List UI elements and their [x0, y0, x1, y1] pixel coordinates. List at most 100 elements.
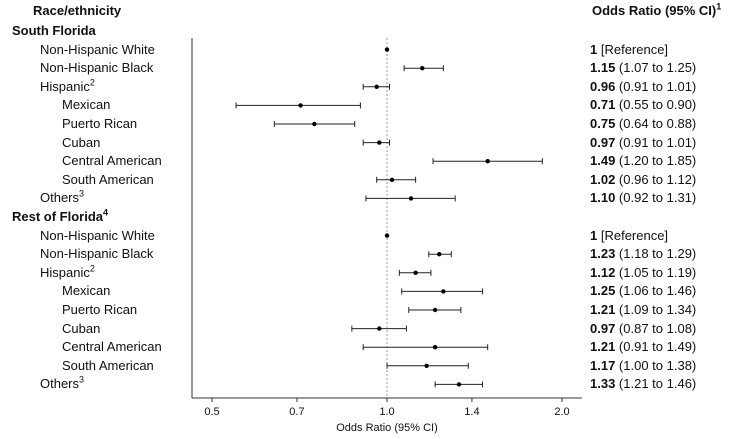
row-label: Cuban — [62, 321, 100, 337]
odds-ratio-value: 1.12 (1.05 to 1.19) — [590, 265, 696, 281]
x-axis-label: Odds Ratio (95% CI) — [336, 422, 437, 434]
row-label: Puerto Rican — [62, 116, 137, 132]
row-label: Puerto Rican — [62, 302, 137, 318]
odds-ratio-header: Odds Ratio (95% CI)1 — [592, 1, 722, 18]
x-tick-label: 0.5 — [204, 406, 219, 418]
point-estimate — [312, 121, 317, 127]
point-estimate — [432, 345, 438, 350]
point-estimate — [432, 307, 438, 313]
odds-ratio-ci: (1.06 to 1.46) — [615, 283, 697, 299]
odds-ratio-estimate: 1.49 — [590, 153, 616, 169]
odds-ratio-estimate: 0.75 — [590, 116, 616, 131]
row-label-text: Cuban — [62, 320, 101, 336]
row-label-text: Puerto Rican — [62, 116, 138, 131]
row-label: Central American — [62, 339, 162, 355]
odds-ratio-header-text: Odds Ratio (95% CI) — [592, 3, 717, 18]
row-label-text: Central American — [62, 339, 162, 355]
row-label-text: Cuban — [62, 134, 101, 150]
row-label: Others3 — [40, 190, 84, 206]
row-label-text: Non-Hispanic Black — [40, 246, 154, 262]
odds-ratio-estimate: 1.12 — [590, 264, 616, 280]
row-label-footnote: 4 — [103, 207, 109, 218]
odds-ratio-value: 1.15 (1.07 to 1.25) — [590, 60, 696, 76]
row-label: Central American — [62, 153, 162, 169]
odds-ratio-ci: (0.87 to 1.08) — [615, 320, 697, 336]
x-tick-label: 2.0 — [554, 406, 569, 418]
row-label-text: Rest of Florida — [12, 209, 104, 224]
row-label-text: Mexican — [62, 97, 111, 113]
odds-ratio-ci: (1.21 to 1.46) — [615, 376, 697, 392]
odds-ratio-value: 0.97 (0.87 to 1.08) — [590, 321, 696, 337]
row-label-text: Mexican — [62, 283, 111, 299]
point-estimate — [377, 326, 382, 331]
point-estimate — [413, 270, 418, 275]
x-tick-label: 0.7 — [289, 406, 304, 418]
odds-ratio-estimate: 1.17 — [590, 357, 616, 373]
row-label: Mexican — [62, 283, 110, 299]
point-estimate — [424, 363, 429, 368]
point-estimate — [377, 140, 382, 145]
row-label-text: Non-Hispanic Black — [40, 60, 154, 76]
odds-ratio-value: 1 [Reference] — [590, 42, 668, 58]
odds-ratio-value: 1.02 (0.96 to 1.12) — [590, 172, 696, 188]
odds-ratio-value: 1.21 (0.91 to 1.49) — [590, 339, 696, 355]
race-ethnicity-header: Race/ethnicity — [33, 3, 121, 18]
odds-ratio-value: 1.25 (1.06 to 1.46) — [590, 283, 696, 299]
row-label: South American — [62, 172, 154, 188]
row-label-footnote: 2 — [89, 263, 95, 274]
row-label-text: Hispanic — [40, 264, 90, 280]
odds-ratio-ci: (1.20 to 1.85) — [615, 153, 697, 169]
row-label: Hispanic2 — [40, 77, 95, 95]
odds-ratio-estimate: 0.96 — [590, 78, 616, 94]
odds-ratio-estimate: 1 — [590, 227, 598, 243]
odds-ratio-estimate: 1 — [590, 41, 598, 57]
odds-ratio-estimate: 1.15 — [590, 60, 616, 76]
odds-ratio-ci: [Reference] — [597, 41, 669, 57]
odds-ratio-ci: (1.07 to 1.25) — [615, 60, 697, 76]
row-label-text: Puerto Rican — [62, 302, 138, 317]
row-label-text: South American — [62, 357, 154, 373]
x-tick-label: 1.4 — [464, 406, 479, 418]
row-label-text: Central American — [62, 153, 162, 169]
point-estimate — [374, 84, 379, 90]
odds-ratio-ci: (0.91 to 1.01) — [615, 78, 697, 94]
point-estimate — [437, 252, 442, 257]
odds-ratio-ci: (0.64 to 0.88) — [615, 116, 697, 131]
odds-ratio-ci: [Reference] — [597, 227, 669, 243]
odds-ratio-value: 1 [Reference] — [590, 228, 668, 244]
point-estimate — [298, 103, 303, 108]
point-estimate — [384, 47, 390, 52]
odds-ratio-ci: (1.00 to 1.38) — [615, 357, 697, 373]
row-label-text: Others — [40, 376, 80, 392]
row-label: Hispanic2 — [40, 263, 95, 281]
odds-ratio-estimate: 1.21 — [590, 339, 616, 355]
odds-ratio-value: 1.33 (1.21 to 1.46) — [590, 376, 696, 392]
row-label: South American — [62, 358, 154, 374]
odds-ratio-estimate: 0.97 — [590, 320, 616, 336]
row-label: Others3 — [40, 376, 84, 392]
odds-ratio-ci: (1.09 to 1.34) — [615, 302, 697, 317]
odds-ratio-estimate: 1.23 — [590, 246, 616, 262]
odds-ratio-value: 1.23 (1.18 to 1.29) — [590, 246, 696, 262]
odds-ratio-ci: (1.18 to 1.29) — [615, 246, 697, 262]
row-label-footnote: 3 — [79, 189, 85, 200]
odds-ratio-header-footnote: 1 — [716, 1, 722, 12]
row-label-text: Others — [40, 190, 80, 206]
odds-ratio-estimate: 1.02 — [590, 171, 616, 187]
odds-ratio-ci: (0.55 to 0.90) — [615, 97, 697, 113]
point-estimate — [408, 196, 414, 201]
odds-ratio-value: 0.97 (0.91 to 1.01) — [590, 135, 696, 151]
odds-ratio-estimate: 0.71 — [590, 97, 616, 113]
odds-ratio-value: 0.96 (0.91 to 1.01) — [590, 79, 696, 95]
row-label-footnote: 2 — [89, 77, 95, 88]
odds-ratio-value: 0.75 (0.64 to 0.88) — [590, 116, 696, 132]
row-label: Non-Hispanic Black — [40, 246, 153, 262]
point-estimate — [420, 66, 425, 71]
odds-ratio-value: 1.49 (1.20 to 1.85) — [590, 153, 696, 169]
row-label: Non-Hispanic Black — [40, 60, 153, 76]
odds-ratio-value: 0.71 (0.55 to 0.90) — [590, 97, 696, 113]
point-estimate — [456, 382, 462, 387]
section-label: Rest of Florida4 — [12, 207, 109, 225]
